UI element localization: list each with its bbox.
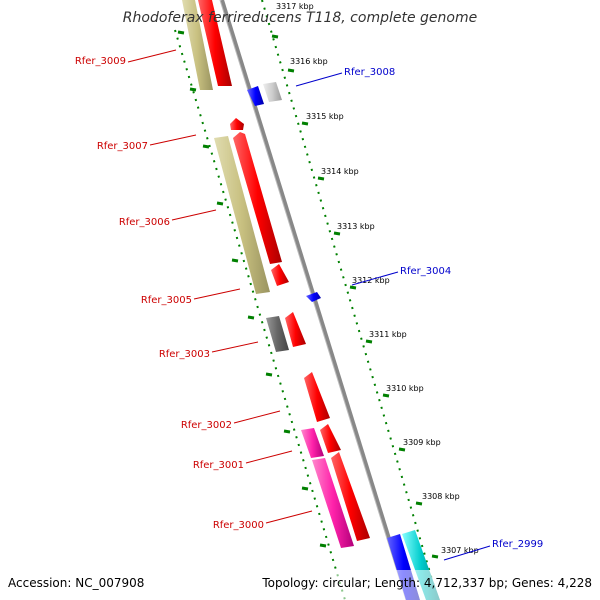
rfer-3000-label[interactable]: Rfer_3000: [213, 520, 264, 531]
feature-rfer-3008-grey[interactable]: [263, 82, 282, 102]
accession-text: Accession: NC_007908: [8, 576, 144, 590]
tick-mark: [231, 258, 239, 263]
tick-mark: [365, 339, 373, 344]
rfer-3007-leader: [149, 134, 197, 146]
feature-rfer-3001-pink[interactable]: [301, 428, 324, 458]
tick-mark: [415, 501, 423, 506]
feature-rfer-3007-arrow[interactable]: [230, 118, 244, 130]
tick-label: 3309 kbp: [403, 438, 441, 447]
feature-rfer-3004-blue[interactable]: [306, 292, 321, 302]
genome-summary-text: Topology: circular; Length: 4,712,337 bp…: [261, 576, 592, 590]
right-gene-labels: Rfer_3008 Rfer_3004 Rfer_2999: [295, 67, 543, 561]
rfer-3006-label[interactable]: Rfer_3006: [119, 217, 170, 228]
tick-mark: [301, 121, 309, 126]
rfer-3005-label[interactable]: Rfer_3005: [141, 295, 192, 306]
feature-rfer-3008-blue[interactable]: [247, 86, 264, 106]
feature-rfer-3006-olive[interactable]: [214, 136, 270, 294]
tick-mark: [271, 34, 279, 39]
tick-mark: [431, 554, 439, 559]
rfer-3006-leader: [171, 209, 217, 221]
feature-rfer-3001-red[interactable]: [320, 424, 341, 453]
feature-rfer-3002-red[interactable]: [304, 372, 330, 422]
ruler-labels: 3317 kbp 3316 kbp 3315 kbp 3314 kbp 3313…: [276, 2, 479, 555]
tick-mark: [177, 30, 185, 35]
inner-dotted-guide: [174, 29, 346, 600]
rfer-3009-leader: [127, 49, 177, 63]
tick-mark: [333, 231, 341, 236]
tick-mark: [287, 68, 295, 73]
ruler-tick-marks: [177, 30, 439, 559]
tick-label: 3310 kbp: [386, 384, 424, 393]
feature-rfer-3003-red[interactable]: [285, 312, 306, 347]
tick-mark: [216, 201, 224, 206]
rfer-3005-leader: [193, 288, 241, 300]
tick-mark: [319, 543, 327, 548]
rfer-3009-label[interactable]: Rfer_3009: [75, 56, 126, 67]
tick-label: 3307 kbp: [441, 546, 479, 555]
left-gene-labels: Rfer_3009 Rfer_3007 Rfer_3006 Rfer_3005 …: [75, 49, 313, 531]
tick-mark: [382, 393, 390, 398]
tick-mark: [247, 315, 255, 320]
rfer-2999-label[interactable]: Rfer_2999: [492, 539, 543, 550]
outer-dotted-guide: [261, 0, 439, 600]
tick-mark: [265, 372, 273, 377]
rfer-3008-leader: [295, 72, 343, 87]
rfer-3003-label[interactable]: Rfer_3003: [159, 349, 210, 360]
rfer-3000-leader: [265, 510, 313, 524]
rfer-3003-leader: [211, 341, 259, 353]
tick-mark: [317, 176, 325, 181]
feature-rfer-3009-olive[interactable]: [182, 0, 213, 90]
tick-label: 3317 kbp: [276, 2, 314, 11]
tick-label: 3313 kbp: [337, 222, 375, 231]
tick-mark: [283, 429, 291, 434]
rfer-3001-label[interactable]: Rfer_3001: [193, 460, 244, 471]
tick-label: 3308 kbp: [422, 492, 460, 501]
tick-label: 3312 kbp: [352, 276, 390, 285]
feature-rfer-3000-pink[interactable]: [312, 458, 354, 548]
tick-mark: [398, 447, 406, 452]
rfer-3007-label[interactable]: Rfer_3007: [97, 141, 148, 152]
rfer-2999-leader: [443, 545, 491, 561]
tick-label: 3311 kbp: [369, 330, 407, 339]
rfer-3002-leader: [233, 410, 281, 424]
feature-rfer-3006-red[interactable]: [233, 132, 282, 264]
tick-label: 3314 kbp: [321, 167, 359, 176]
tick-label: 3315 kbp: [306, 112, 344, 121]
feature-rfer-3009-red[interactable]: [198, 0, 232, 86]
map-title: Rhodoferax ferrireducens T118, complete …: [123, 10, 477, 26]
rfer-3004-leader: [351, 271, 399, 286]
rfer-3002-label[interactable]: Rfer_3002: [181, 420, 232, 431]
tick-mark: [349, 285, 357, 290]
rfer-3001-leader: [245, 450, 293, 464]
tick-mark: [301, 486, 309, 491]
tick-label: 3316 kbp: [290, 57, 328, 66]
tick-mark: [189, 87, 197, 92]
footer-background: [0, 570, 600, 600]
tick-mark: [202, 144, 210, 149]
rfer-3008-label[interactable]: Rfer_3008: [344, 67, 395, 78]
feature-rfer-3005-arrow[interactable]: [271, 264, 289, 286]
rfer-3004-label[interactable]: Rfer_3004: [400, 266, 451, 277]
feature-rfer-3003-grey[interactable]: [266, 316, 289, 352]
feature-rfer-3000-red[interactable]: [331, 452, 370, 541]
